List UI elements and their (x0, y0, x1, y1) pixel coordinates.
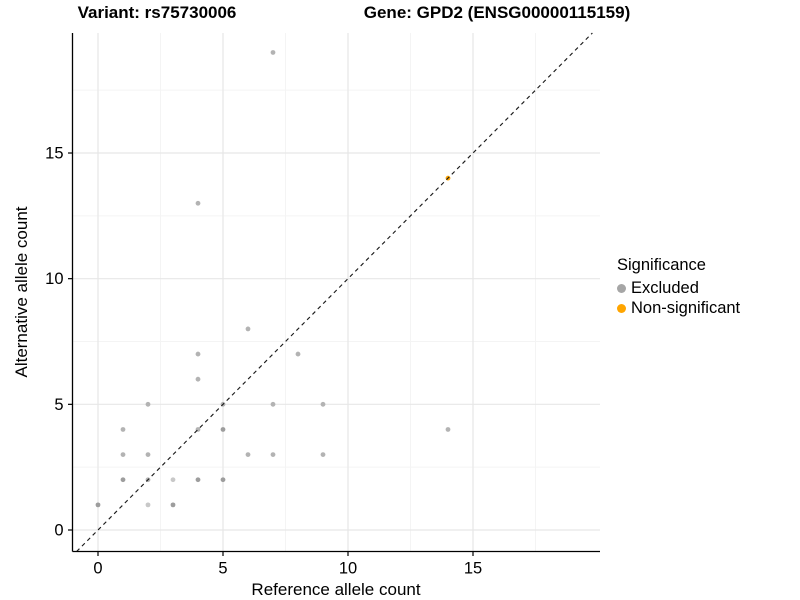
data-point-excluded (245, 326, 251, 332)
identity-line (76, 32, 593, 552)
data-point-excluded (145, 452, 151, 458)
data-point-excluded (270, 401, 276, 407)
legend-item-label: Non-significant (631, 299, 741, 317)
data-point-excluded (120, 427, 126, 432)
data-point-excluded (320, 452, 326, 458)
data-point-excluded (220, 427, 226, 432)
legend: Significance Excluded Non-significant (617, 257, 740, 320)
data-point-excluded (220, 477, 226, 483)
x-axis-title: Reference allele count (251, 580, 421, 599)
x-tick-label: 0 (93, 560, 102, 578)
data-point-excluded (195, 351, 201, 357)
y-tick-label: 5 (54, 396, 63, 414)
y-tick-label: 10 (45, 270, 63, 288)
plot-title-variant: Variant: rs75730006 (77, 3, 237, 22)
data-point-excluded (195, 200, 201, 206)
data-point-excluded (295, 351, 301, 357)
data-point-excluded (195, 376, 201, 382)
x-tick-label: 10 (339, 560, 357, 578)
data-point-excluded (270, 452, 276, 458)
data-point-excluded (270, 50, 276, 55)
plot-title-gene: Gene: GPD2 (ENSG00000115159) (363, 3, 631, 22)
x-tick-label: 15 (464, 560, 482, 578)
non-significant-swatch-icon (617, 304, 626, 313)
data-point-excluded (170, 502, 176, 508)
data-point-excluded (145, 401, 151, 407)
legend-title: Significance (617, 256, 706, 274)
data-point-excluded (445, 427, 451, 432)
legend-item-excluded: Excluded (617, 280, 740, 297)
data-point-excluded (95, 502, 101, 508)
excluded-swatch-icon (617, 284, 626, 293)
y-axis-title: Alternative allele count (12, 206, 31, 378)
legend-item-non-significant: Non-significant (617, 300, 740, 317)
y-tick-label: 15 (45, 145, 63, 163)
data-point-excluded (145, 502, 151, 508)
data-point-excluded (195, 477, 201, 483)
y-tick-label: 0 (54, 522, 63, 540)
data-point-excluded (245, 452, 251, 458)
data-point-excluded (120, 452, 126, 458)
data-point-excluded (120, 477, 126, 483)
x-tick-label: 5 (218, 560, 227, 578)
legend-item-label: Excluded (631, 279, 699, 297)
data-point-excluded (170, 477, 176, 483)
data-point-excluded (320, 401, 326, 407)
